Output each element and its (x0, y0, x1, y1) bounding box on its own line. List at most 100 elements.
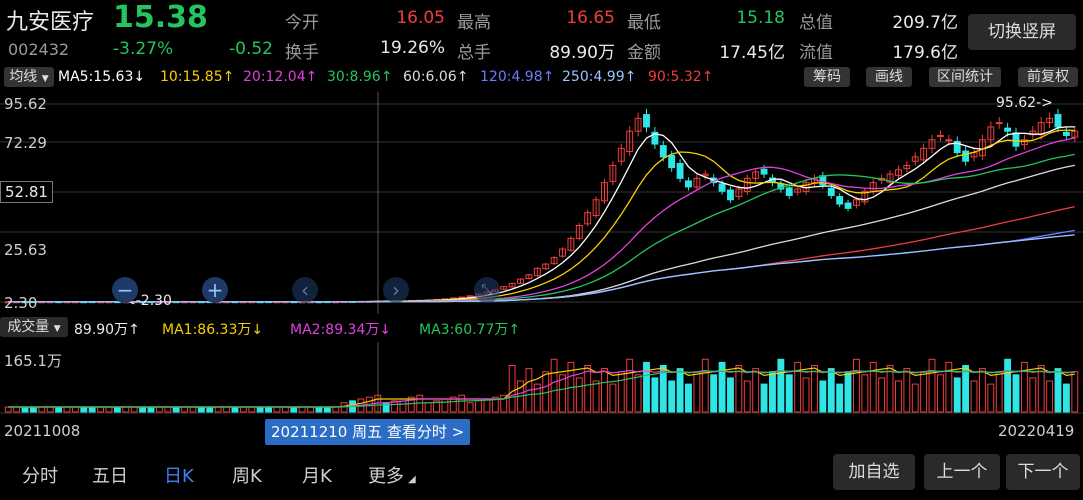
volume-bar (424, 402, 432, 413)
price-axis-label: 95.62 (4, 95, 47, 113)
vol-item: 89.90万↑ (74, 322, 140, 338)
zoom-out-button[interactable]: − (112, 277, 138, 303)
volume-bar (533, 383, 541, 413)
volume-bar (382, 402, 390, 413)
volume-bar (71, 406, 79, 413)
volume-bar (449, 396, 457, 413)
candle-body (617, 147, 625, 162)
volume-bar (1037, 365, 1045, 413)
volume-bar (466, 402, 474, 413)
quote-value: 89.90万 (549, 43, 615, 63)
ma-line (8, 164, 1075, 303)
volume-bar (651, 377, 659, 413)
volume-bar (391, 400, 398, 413)
tab-monthly-k[interactable]: 月K (302, 466, 332, 487)
previous-stock-button[interactable]: 上一个 (924, 454, 1000, 490)
candle-body (936, 134, 944, 137)
ma-line (8, 205, 1075, 303)
price-axis-label: 25.63 (4, 241, 47, 259)
price-cursor-label: 52.81 (0, 181, 53, 203)
ma-legend-bar: 均线 ▼ MA5:15.63↓ 10:15.85↑ 20:12.04↑ 30:8… (0, 64, 1083, 90)
volume-type-select[interactable]: 成交量 ▼ (0, 317, 68, 337)
adjust-price-button[interactable]: 前复权 (1018, 67, 1078, 87)
candle-body (894, 169, 902, 176)
tab-five-day[interactable]: 五日 (92, 466, 128, 487)
volume-bar (886, 365, 894, 413)
tab-intraday[interactable]: 分时 (22, 466, 58, 487)
ma-item: 90:5.32↑ (648, 69, 714, 85)
vol-item: MA3:60.77万↑ (419, 322, 521, 338)
draw-line-button[interactable]: 画线 (866, 67, 912, 87)
volume-bar (953, 377, 961, 413)
range-stats-button[interactable]: 区间统计 (929, 67, 1001, 87)
volume-bar (911, 383, 919, 413)
cursor-date-button[interactable]: 20211210 周五 查看分时 > (265, 419, 471, 445)
volume-bar (1071, 371, 1079, 413)
candle-body (643, 114, 650, 128)
candle-body (1054, 114, 1062, 128)
volume-chart[interactable] (0, 342, 1083, 414)
quote-label: 换手 (285, 43, 319, 63)
candle-body (794, 188, 802, 193)
tab-daily-k[interactable]: 日K (164, 466, 194, 487)
volume-bar (239, 406, 247, 413)
volume-bar (794, 361, 802, 413)
candle-body (760, 168, 768, 175)
tab-weekly-k[interactable]: 周K (232, 466, 262, 487)
candle-body (1020, 139, 1028, 146)
volume-bar (105, 406, 113, 413)
low-mark: <-2.30 (124, 293, 172, 309)
more-arrow-icon: ◢ (408, 474, 416, 485)
volume-bar (760, 383, 768, 413)
volume-bar (164, 406, 172, 413)
volume-bar (735, 365, 743, 413)
reset-icon[interactable]: ⤡ (474, 277, 500, 303)
quote-value: 17.45亿 (719, 43, 785, 63)
tab-more[interactable]: 更多 ◢ (368, 462, 416, 488)
volume-bar (113, 406, 121, 413)
volume-bar (811, 365, 818, 413)
zoom-in-button[interactable]: + (202, 277, 228, 303)
volume-bar (668, 380, 676, 413)
volume-bar (970, 380, 978, 413)
candle-body (718, 183, 726, 192)
volume-bar (575, 377, 583, 413)
quote-label: 最高 (457, 13, 491, 33)
candle-body (584, 212, 592, 225)
quote-label: 总手 (457, 43, 491, 63)
add-watchlist-button[interactable]: 加自选 (833, 454, 915, 490)
ma-item: 10:15.85↑ (160, 69, 235, 85)
scroll-right-icon[interactable]: › (383, 277, 409, 303)
stock-price: 15.38 (113, 0, 208, 35)
volume-bar (945, 361, 953, 413)
next-stock-button[interactable]: 下一个 (1006, 454, 1080, 490)
candle-body (1071, 130, 1079, 138)
volume-bar (609, 383, 617, 413)
volume-bar (987, 383, 995, 413)
candle-body (559, 248, 566, 257)
volume-bar (315, 406, 323, 413)
quote-value: 16.65 (566, 8, 615, 28)
volume-legend-bar: 成交量 ▼ 89.90万↑ MA1:86.33万↓ MA2:89.34万↓ MA… (0, 314, 1083, 340)
volume-bar (1029, 377, 1037, 413)
volume-bar (836, 383, 844, 413)
dropdown-icon: ▼ (41, 74, 49, 84)
switch-portrait-button[interactable]: 切换竖屏 (968, 14, 1076, 50)
volume-bar (777, 358, 785, 413)
date-start: 20211008 (4, 422, 81, 440)
candle-body (962, 150, 970, 162)
volume-bar (676, 368, 684, 413)
kline-chart[interactable] (0, 92, 1083, 314)
candle-body (659, 145, 667, 158)
candle-body (626, 130, 634, 153)
scroll-left-icon[interactable]: ‹ (292, 277, 318, 303)
ma-type-select[interactable]: 均线 ▼ (4, 67, 54, 87)
volume-bar (491, 396, 499, 413)
volume-bar (21, 406, 29, 413)
candle-body (844, 202, 852, 209)
volume-bar (88, 406, 96, 413)
volume-bar (256, 406, 264, 413)
quote-value: 19.26% (380, 38, 445, 58)
candle-body (651, 131, 659, 145)
chips-button[interactable]: 筹码 (804, 67, 850, 87)
